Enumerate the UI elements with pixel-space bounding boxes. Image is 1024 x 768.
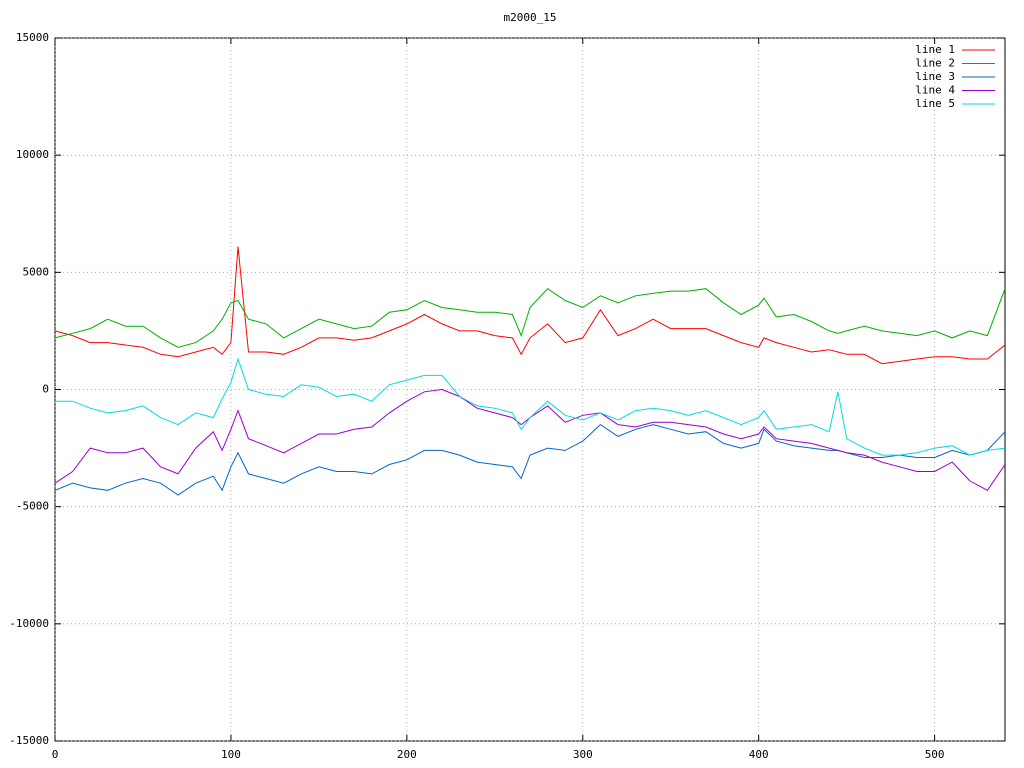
y-tick-label: 15000 bbox=[16, 31, 49, 44]
x-tick-label: 300 bbox=[573, 748, 593, 761]
x-tick-label: 200 bbox=[397, 748, 417, 761]
legend-label: line 2 bbox=[915, 57, 955, 70]
y-tick-label: 0 bbox=[42, 383, 49, 396]
legend-label: line 4 bbox=[915, 84, 955, 97]
data-line bbox=[54, 388, 1006, 491]
y-tick-label: -10000 bbox=[9, 617, 49, 630]
x-tick-label: 400 bbox=[749, 748, 769, 761]
y-tick-label: 5000 bbox=[23, 265, 50, 278]
data-line bbox=[55, 357, 1006, 456]
y-tick-label: -15000 bbox=[9, 734, 49, 747]
legend-label: line 5 bbox=[915, 97, 955, 110]
data-line bbox=[54, 288, 1006, 348]
chart-title: m2000_15 bbox=[504, 11, 557, 24]
legend-label: line 1 bbox=[915, 43, 955, 56]
x-tick-label: 500 bbox=[925, 748, 945, 761]
plot-border bbox=[54, 37, 1006, 742]
legend-label: line 3 bbox=[915, 70, 955, 83]
y-tick-label: 10000 bbox=[16, 148, 49, 161]
data-line bbox=[54, 246, 1006, 365]
data-line bbox=[54, 423, 1006, 496]
x-tick-label: 100 bbox=[221, 748, 241, 761]
x-tick-label: 0 bbox=[52, 748, 59, 761]
y-tick-label: -5000 bbox=[16, 500, 49, 513]
